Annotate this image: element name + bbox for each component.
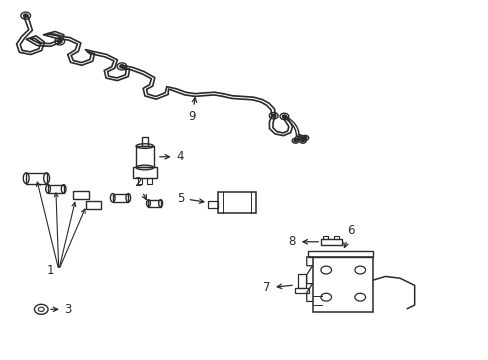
Text: 4: 4 — [160, 150, 183, 163]
Bar — [148, 200, 160, 207]
Bar — [333, 236, 338, 239]
Bar — [321, 239, 341, 245]
Bar — [294, 288, 308, 293]
Circle shape — [120, 65, 124, 68]
Bar — [26, 173, 46, 184]
Bar — [137, 178, 142, 184]
Bar — [113, 194, 128, 202]
Bar — [73, 191, 89, 199]
Circle shape — [271, 114, 275, 117]
Bar — [142, 137, 147, 146]
Bar — [297, 274, 305, 288]
Bar — [217, 192, 255, 213]
Circle shape — [303, 137, 306, 139]
Text: 3: 3 — [51, 303, 72, 316]
Text: 6: 6 — [343, 224, 354, 248]
Bar — [307, 251, 372, 257]
Circle shape — [282, 115, 286, 118]
Circle shape — [293, 140, 297, 142]
Text: 9: 9 — [188, 98, 196, 123]
Bar — [147, 178, 152, 184]
Circle shape — [23, 14, 28, 17]
Text: 5: 5 — [177, 192, 203, 205]
Bar — [136, 146, 153, 167]
Bar — [48, 185, 63, 193]
Text: 2: 2 — [134, 176, 146, 199]
Circle shape — [301, 140, 304, 142]
Text: 1: 1 — [46, 264, 54, 276]
Bar — [312, 257, 372, 312]
Circle shape — [58, 40, 62, 43]
Bar — [132, 167, 157, 178]
Bar — [207, 201, 217, 207]
Text: 7: 7 — [262, 282, 292, 294]
Bar — [323, 236, 327, 239]
Text: 8: 8 — [288, 235, 318, 248]
Bar — [86, 202, 101, 209]
